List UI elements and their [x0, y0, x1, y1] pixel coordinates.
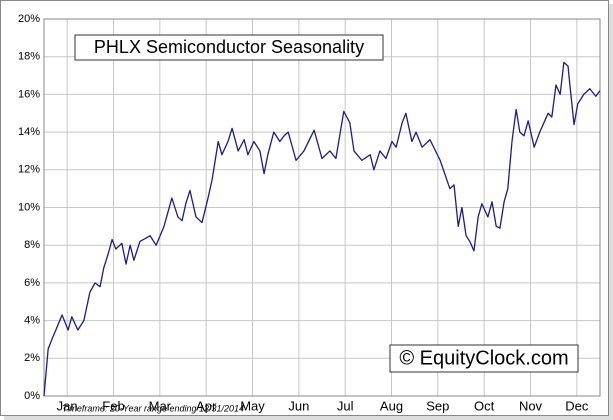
y-tick-label: 8% [24, 239, 40, 251]
plot-border [43, 18, 601, 397]
x-tick-label: Nov [519, 398, 543, 413]
marks [43, 61, 601, 397]
y-tick-label: 20% [18, 13, 40, 25]
chart-title: PHLX Semiconductor Seasonality [94, 37, 364, 57]
x-tick-label: Jul [337, 398, 354, 413]
x-tick-label: Jan [57, 398, 78, 413]
line [43, 61, 601, 397]
x-tick-label: Apr [196, 398, 217, 413]
y-tick-label: 10% [18, 201, 40, 213]
x-tick-label: Dec [565, 398, 589, 413]
y-tick-label: 2% [24, 352, 40, 364]
title-box [74, 34, 384, 61]
x-tick-label: Mar [149, 398, 172, 413]
x-tick-label: Feb [102, 398, 124, 413]
x-tick-label: Oct [474, 398, 495, 413]
watermark-box [389, 344, 579, 373]
shadow [609, 4, 613, 420]
x-tick-label: Sep [426, 398, 449, 413]
y-tick-label: 12% [18, 164, 40, 176]
x-tick-label: May [240, 398, 265, 413]
y-tick-label: 4% [24, 315, 40, 327]
footnote: Timeframe: 20-Year range ending 12/31/20… [62, 403, 244, 413]
y-tick-label: 18% [18, 51, 40, 63]
y-tick-label: 0% [24, 390, 40, 402]
watermark: © EquityClock.com [399, 347, 568, 369]
y-tick-label: 14% [18, 126, 40, 138]
y-tick-label: 16% [18, 88, 40, 100]
shadow [4, 416, 613, 420]
y-tick-label: 6% [24, 277, 40, 289]
x-tick-label: Aug [380, 398, 403, 413]
x-tick-label: Jun [288, 398, 309, 413]
